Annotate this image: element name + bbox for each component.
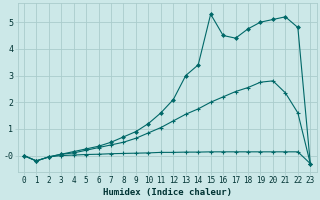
X-axis label: Humidex (Indice chaleur): Humidex (Indice chaleur): [103, 188, 232, 197]
